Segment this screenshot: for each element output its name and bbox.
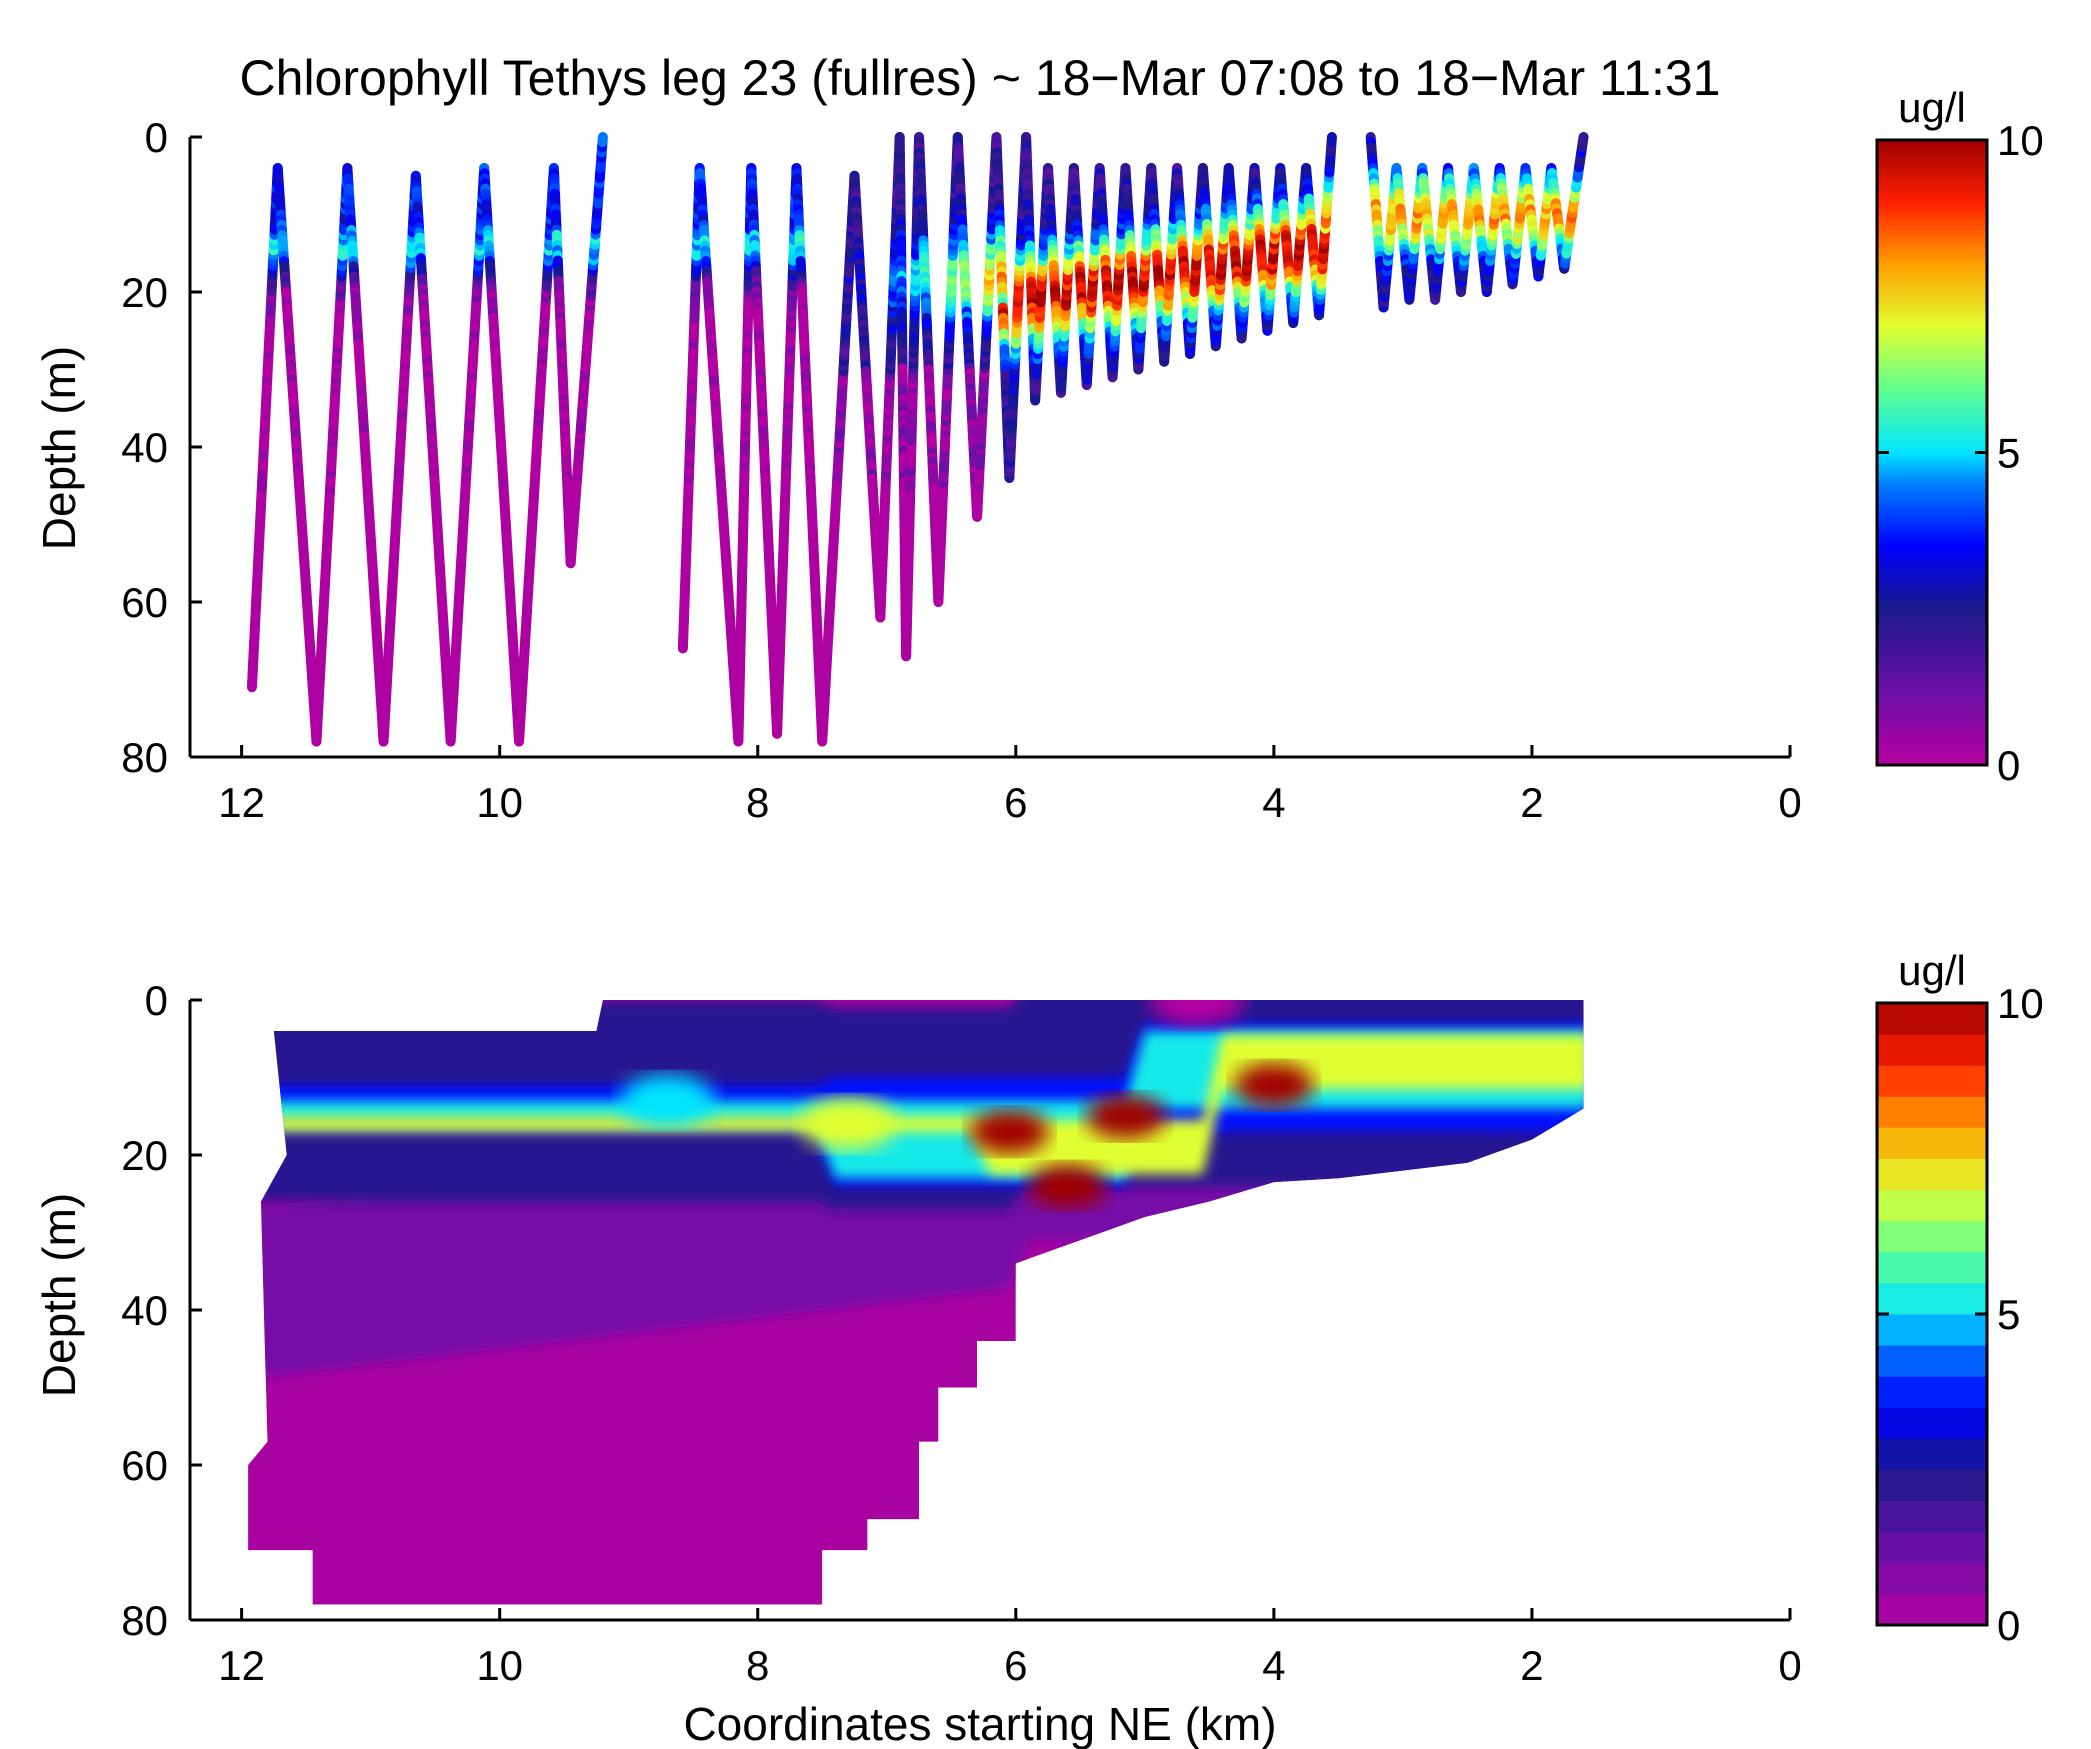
colorbar-level [1877, 1252, 1987, 1284]
colorbar-level [1877, 1127, 1987, 1159]
colorbar-tick-label: 0 [1997, 742, 2020, 789]
x-tick-label: 8 [746, 779, 769, 826]
colorbar-level [1877, 1470, 1987, 1502]
colorbar-level [1877, 1190, 1987, 1222]
plot-area [252, 137, 1584, 742]
y-axis-label: Depth (m) [33, 346, 85, 550]
data-point [1583, 137, 1584, 142]
x-tick-label: 6 [1004, 779, 1027, 826]
colorbar-tick-label: 10 [1997, 117, 2044, 164]
colorbar-unit-label: ug/l [1898, 947, 1966, 994]
colorbar-tick-label: 5 [1997, 430, 2020, 477]
colorbar: 10 5 0 ug/l [1877, 947, 2044, 1649]
colorbar-level [1877, 1532, 1987, 1564]
x-tick-label: 12 [218, 1642, 265, 1689]
colorbar-level [1877, 1438, 1987, 1470]
contour-feature [621, 1075, 715, 1127]
x-tick-label: 0 [1778, 779, 1801, 826]
contour-feature [1150, 974, 1244, 1026]
colorbar-level [1877, 1003, 1987, 1035]
colorbar-level [1877, 1065, 1987, 1097]
y-tick-label: 20 [121, 269, 168, 316]
chart-title: Chlorophyll Tethys leg 23 (fullres) ~ 18… [240, 50, 1721, 106]
contour-feature [1028, 1164, 1107, 1208]
colorbar-level [1877, 1159, 1987, 1191]
colorbar-level [1877, 1221, 1987, 1253]
x-tick-label: 2 [1520, 779, 1543, 826]
x-tick-label: 2 [1520, 1642, 1543, 1689]
y-tick-label: 0 [145, 114, 168, 161]
contour-feature [970, 1110, 1049, 1154]
y-tick-label: 20 [121, 1132, 168, 1179]
colorbar-level [1877, 1376, 1987, 1408]
colorbar-level [1877, 1345, 1987, 1377]
y-tick-label: 60 [121, 579, 168, 626]
colorbar-level [1877, 1594, 1987, 1626]
x-tick-label: 10 [476, 1642, 523, 1689]
contour-feature [1086, 1094, 1165, 1138]
colorbar-level [1877, 1034, 1987, 1066]
x-axis-label: Coordinates starting NE (km) [683, 1698, 1276, 1749]
contour-panel: Depth (m) Coordinates starting NE (km) 1… [33, 947, 2044, 1749]
x-tick-label: 10 [476, 779, 523, 826]
x-tick-label: 12 [218, 779, 265, 826]
x-tick-label: 0 [1778, 1642, 1801, 1689]
colorbar-unit-label: ug/l [1898, 84, 1966, 131]
y-tick-label: 40 [121, 1287, 168, 1334]
x-tick-label: 8 [746, 1642, 769, 1689]
colorbar-level [1877, 1563, 1987, 1595]
contour-feature [801, 1098, 895, 1150]
colorbar-level [1877, 1283, 1987, 1315]
colorbar-tick-label: 0 [1997, 1602, 2020, 1649]
colorbar: 10 5 0 ug/l [1877, 84, 2044, 789]
contour-area [248, 974, 1590, 1605]
x-tick-label: 4 [1262, 1642, 1285, 1689]
y-axis-label: Depth (m) [33, 1193, 85, 1397]
colorbar-level [1877, 1096, 1987, 1128]
colorbar-level [1877, 1407, 1987, 1439]
y-tick-label: 0 [145, 977, 168, 1024]
colorbar-gradient [1877, 140, 1987, 765]
y-tick-label: 60 [121, 1442, 168, 1489]
colorbar-level [1877, 1501, 1987, 1533]
contour-field [248, 974, 1590, 1605]
y-tick-label: 80 [121, 734, 168, 781]
colorbar-tick-label: 10 [1997, 980, 2044, 1027]
y-tick-label: 40 [121, 424, 168, 471]
x-tick-label: 4 [1262, 779, 1285, 826]
y-tick-label: 80 [121, 1597, 168, 1644]
colorbar-level [1877, 1314, 1987, 1346]
colorbar-tick-label: 5 [1997, 1291, 2020, 1338]
contour-feature [1234, 1063, 1313, 1107]
x-tick-label: 6 [1004, 1642, 1027, 1689]
profile-scatter-panel: Chlorophyll Tethys leg 23 (fullres) ~ 18… [33, 50, 2044, 826]
